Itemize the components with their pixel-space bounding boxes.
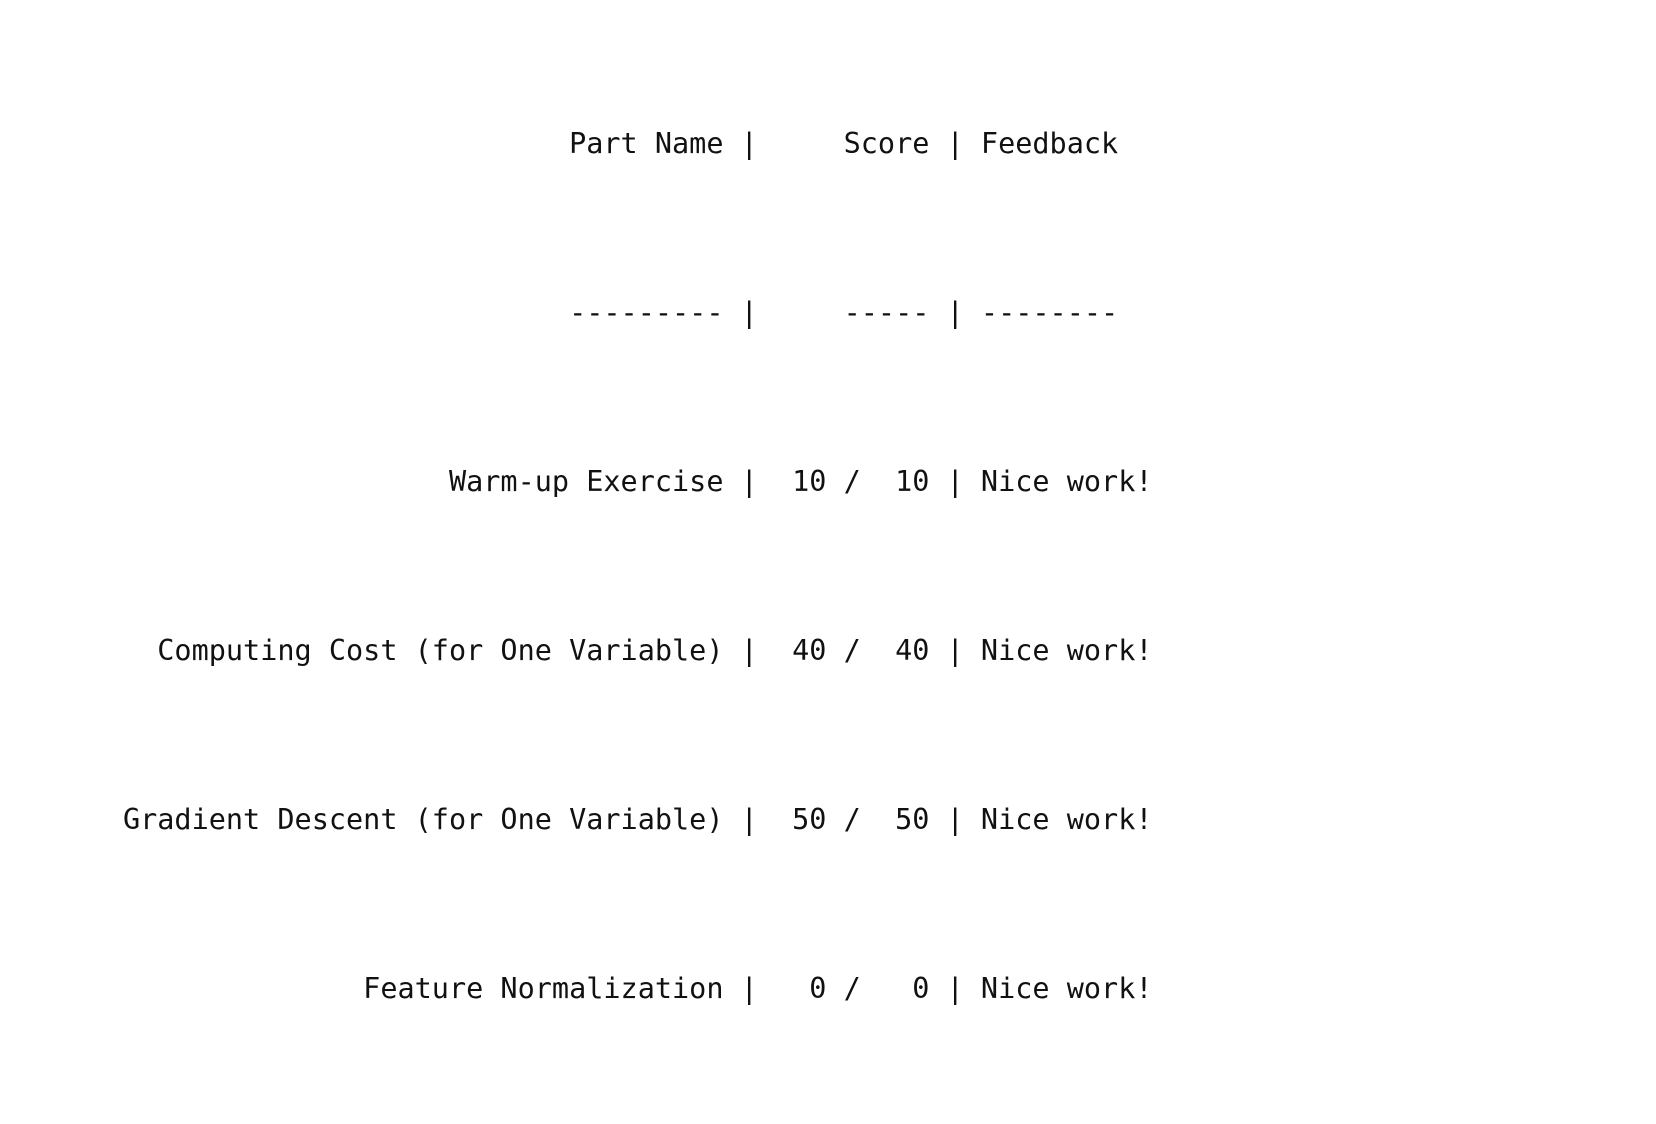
column-divider: | bbox=[929, 633, 981, 667]
column-divider: | bbox=[723, 633, 775, 667]
column-divider: | bbox=[929, 802, 981, 836]
column-divider: | bbox=[929, 464, 981, 498]
column-divider: | bbox=[929, 971, 981, 1005]
score-possible: 10 bbox=[877, 464, 930, 498]
column-divider: | bbox=[929, 295, 981, 329]
column-divider: | bbox=[723, 295, 775, 329]
feedback-text: Nice work! bbox=[980, 802, 1153, 836]
column-divider: | bbox=[723, 802, 775, 836]
part-name-header: Part Name bbox=[20, 126, 724, 160]
feedback-header: Feedback bbox=[980, 126, 1119, 160]
feedback-separator: -------- bbox=[980, 295, 1119, 329]
score-slash: / bbox=[826, 802, 878, 836]
score-possible: 40 bbox=[877, 633, 930, 667]
score-earned: 50 bbox=[774, 802, 827, 836]
score-earned: 0 bbox=[774, 971, 827, 1005]
grader-output: Part Name | Score | Feedback --------- |… bbox=[20, 38, 1273, 1124]
score-slash: / bbox=[826, 971, 878, 1005]
header-row: Part Name | Score | Feedback bbox=[20, 123, 1273, 165]
score-slash: / bbox=[826, 633, 878, 667]
table-row: Warm-up Exercise | 10 / 10 | Nice work! bbox=[20, 461, 1273, 503]
score-separator: ----- bbox=[774, 295, 930, 329]
score-possible: 0 bbox=[877, 971, 930, 1005]
part-name: Warm-up Exercise bbox=[20, 464, 724, 498]
feedback-text: Nice work! bbox=[980, 464, 1153, 498]
column-divider: | bbox=[929, 126, 981, 160]
part-name: Feature Normalization bbox=[20, 971, 724, 1005]
feedback-text: Nice work! bbox=[980, 633, 1153, 667]
column-divider: | bbox=[723, 971, 775, 1005]
part-name-separator: --------- bbox=[20, 295, 724, 329]
table-row: Computing Cost (for One Variable) | 40 /… bbox=[20, 630, 1273, 672]
table-row: Feature Normalization | 0 / 0 | Nice wor… bbox=[20, 968, 1273, 1010]
score-earned: 40 bbox=[774, 633, 827, 667]
score-slash: / bbox=[826, 464, 878, 498]
column-divider: | bbox=[723, 126, 775, 160]
score-earned: 10 bbox=[774, 464, 827, 498]
column-divider: | bbox=[723, 464, 775, 498]
header-separator-row: --------- | ----- | -------- bbox=[20, 292, 1273, 334]
table-row: Gradient Descent (for One Variable) | 50… bbox=[20, 799, 1273, 841]
score-possible: 50 bbox=[877, 802, 930, 836]
score-header: Score bbox=[774, 126, 930, 160]
part-name: Computing Cost (for One Variable) bbox=[20, 633, 724, 667]
part-name: Gradient Descent (for One Variable) bbox=[20, 802, 724, 836]
feedback-text: Nice work! bbox=[980, 971, 1153, 1005]
